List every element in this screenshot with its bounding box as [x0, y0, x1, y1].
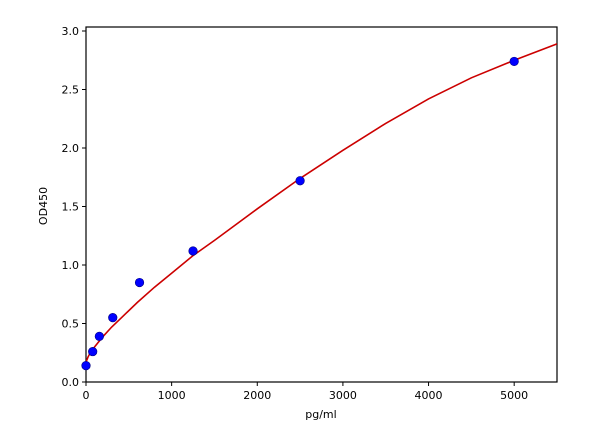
x-tick-label: 2000 — [243, 389, 271, 402]
data-point — [88, 346, 98, 357]
y-axis-label: OD450 — [37, 187, 50, 225]
x-axis-label: pg/ml — [305, 408, 336, 421]
x-tick-label: 5000 — [500, 389, 528, 402]
y-tick-label: 2.5 — [62, 84, 80, 97]
fit-curve — [86, 43, 557, 363]
data-point — [81, 361, 91, 371]
data-point — [134, 277, 145, 288]
data-points — [81, 56, 519, 371]
y-tick-label: 1.5 — [62, 201, 80, 214]
x-tick-label: 0 — [83, 389, 90, 402]
x-tick-label: 4000 — [415, 389, 443, 402]
data-point — [94, 331, 104, 341]
plot-border — [85, 26, 558, 383]
y-tick-label: 2.0 — [62, 142, 80, 155]
y-tick-label: 1.0 — [62, 259, 80, 272]
y-axis: 0.0 0.5 1.0 1.5 2.0 2.5 3.0 — [62, 25, 86, 389]
data-point — [509, 56, 519, 67]
x-tick-label: 1000 — [158, 389, 186, 402]
data-point — [295, 176, 305, 186]
fit-curve-line — [86, 43, 557, 363]
y-tick-label: 0.5 — [62, 318, 80, 331]
data-point — [188, 246, 198, 256]
x-axis: 0 1000 2000 3000 4000 5000 — [83, 382, 528, 402]
y-tick-label: 3.0 — [62, 25, 80, 38]
y-tick-label: 0.0 — [62, 376, 80, 389]
plot-frame — [85, 26, 558, 383]
data-point — [108, 313, 118, 323]
x-tick-label: 3000 — [329, 389, 357, 402]
